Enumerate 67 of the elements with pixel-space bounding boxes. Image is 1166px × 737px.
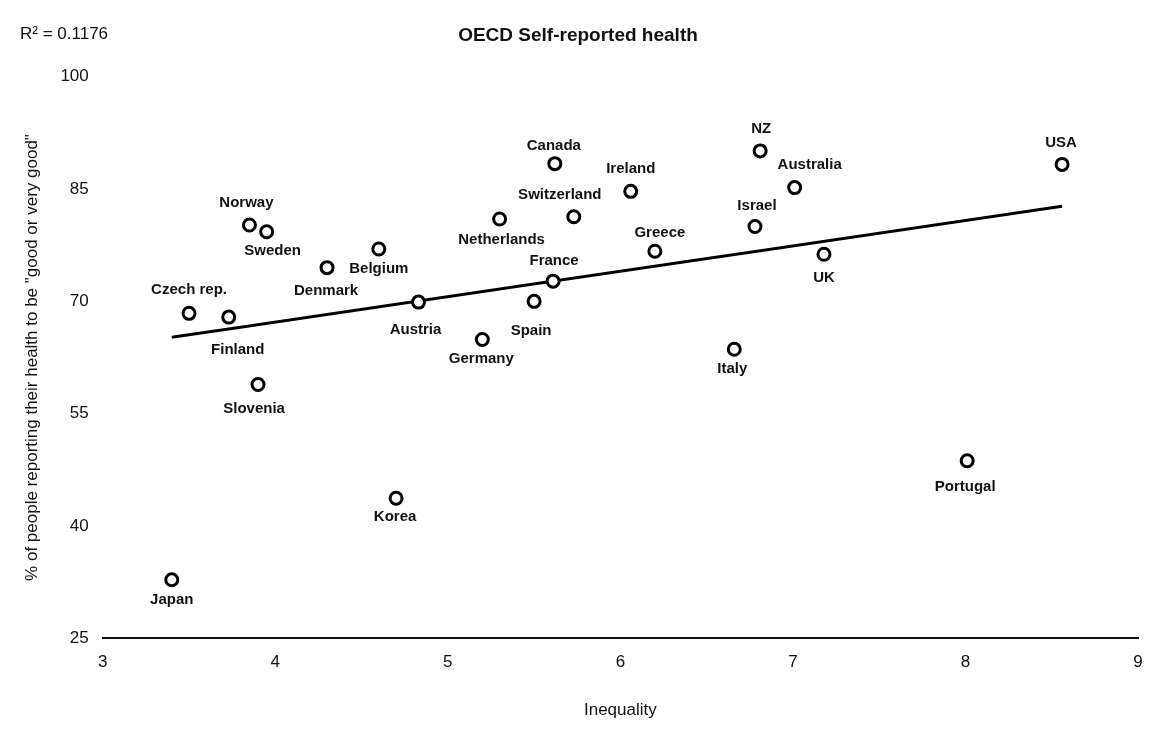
x-axis-title: Inequality xyxy=(583,700,658,720)
point xyxy=(816,246,832,262)
annotation: Finland xyxy=(211,340,265,358)
y-tick-label: 100 xyxy=(60,66,89,86)
point xyxy=(221,309,237,325)
annotation: Belgium xyxy=(349,259,409,277)
y-tick-label: 40 xyxy=(69,515,89,535)
point xyxy=(787,180,803,196)
annotation: USA xyxy=(1045,132,1078,150)
point xyxy=(547,156,563,172)
annotation: Ireland xyxy=(606,159,656,177)
point xyxy=(623,183,639,199)
x-tick-label: 4 xyxy=(270,652,281,672)
point xyxy=(1054,156,1070,172)
point xyxy=(726,341,742,357)
annotation: Norway xyxy=(219,193,275,211)
annotation: Sweden xyxy=(244,240,302,258)
point xyxy=(747,219,763,235)
chart-title: OECD Self-reported health xyxy=(458,23,698,45)
annotation: Korea xyxy=(373,507,417,525)
point xyxy=(492,211,508,227)
annotation: Australia xyxy=(777,154,843,172)
point xyxy=(259,224,275,240)
annotation: UK xyxy=(813,268,835,286)
annotation: Denmark xyxy=(293,280,359,298)
annotation: Israel xyxy=(737,195,777,213)
point xyxy=(959,453,975,469)
annotation: Slovenia xyxy=(223,398,286,416)
annotation: Austria xyxy=(389,320,442,338)
point xyxy=(388,490,404,506)
y-tick-label: 55 xyxy=(69,403,89,423)
annotation: Portugal xyxy=(934,476,996,494)
annotation: Canada xyxy=(526,135,582,153)
x-tick-label: 7 xyxy=(788,652,798,672)
point xyxy=(250,376,266,392)
point xyxy=(164,572,180,588)
y-axis-title: % of people reporting their health to be "good or very good" xyxy=(21,134,41,581)
x-tick-label: 3 xyxy=(98,652,108,672)
annotation: Japan xyxy=(150,589,194,607)
annotation: Netherlands xyxy=(458,230,545,248)
x-tick-label: 5 xyxy=(443,652,453,672)
point xyxy=(752,143,768,159)
annotation: Czech rep. xyxy=(151,280,227,298)
x-tick-label: 8 xyxy=(960,652,971,672)
point xyxy=(545,273,561,289)
y-tick-label: 85 xyxy=(69,178,89,198)
text: R² = 0.1176 xyxy=(20,23,109,43)
annotation: Spain xyxy=(510,320,552,338)
point xyxy=(566,209,582,225)
point xyxy=(647,243,663,259)
annotation: France xyxy=(529,251,579,269)
y-tick-label: 70 xyxy=(69,291,89,311)
x-tick-label: 9 xyxy=(1133,652,1143,672)
point xyxy=(526,293,542,309)
point xyxy=(411,294,427,310)
point xyxy=(371,241,387,257)
point xyxy=(474,332,490,348)
annotation: Greece xyxy=(634,223,686,241)
point xyxy=(319,260,335,276)
annotation: Italy xyxy=(717,359,748,377)
annotation: NZ xyxy=(751,119,772,137)
annotation: Switzerland xyxy=(518,184,602,202)
point xyxy=(241,217,257,233)
annotation: Germany xyxy=(448,348,515,366)
y-tick-label: 25 xyxy=(69,627,89,647)
x-tick-label: 6 xyxy=(615,652,626,672)
point xyxy=(181,305,197,321)
